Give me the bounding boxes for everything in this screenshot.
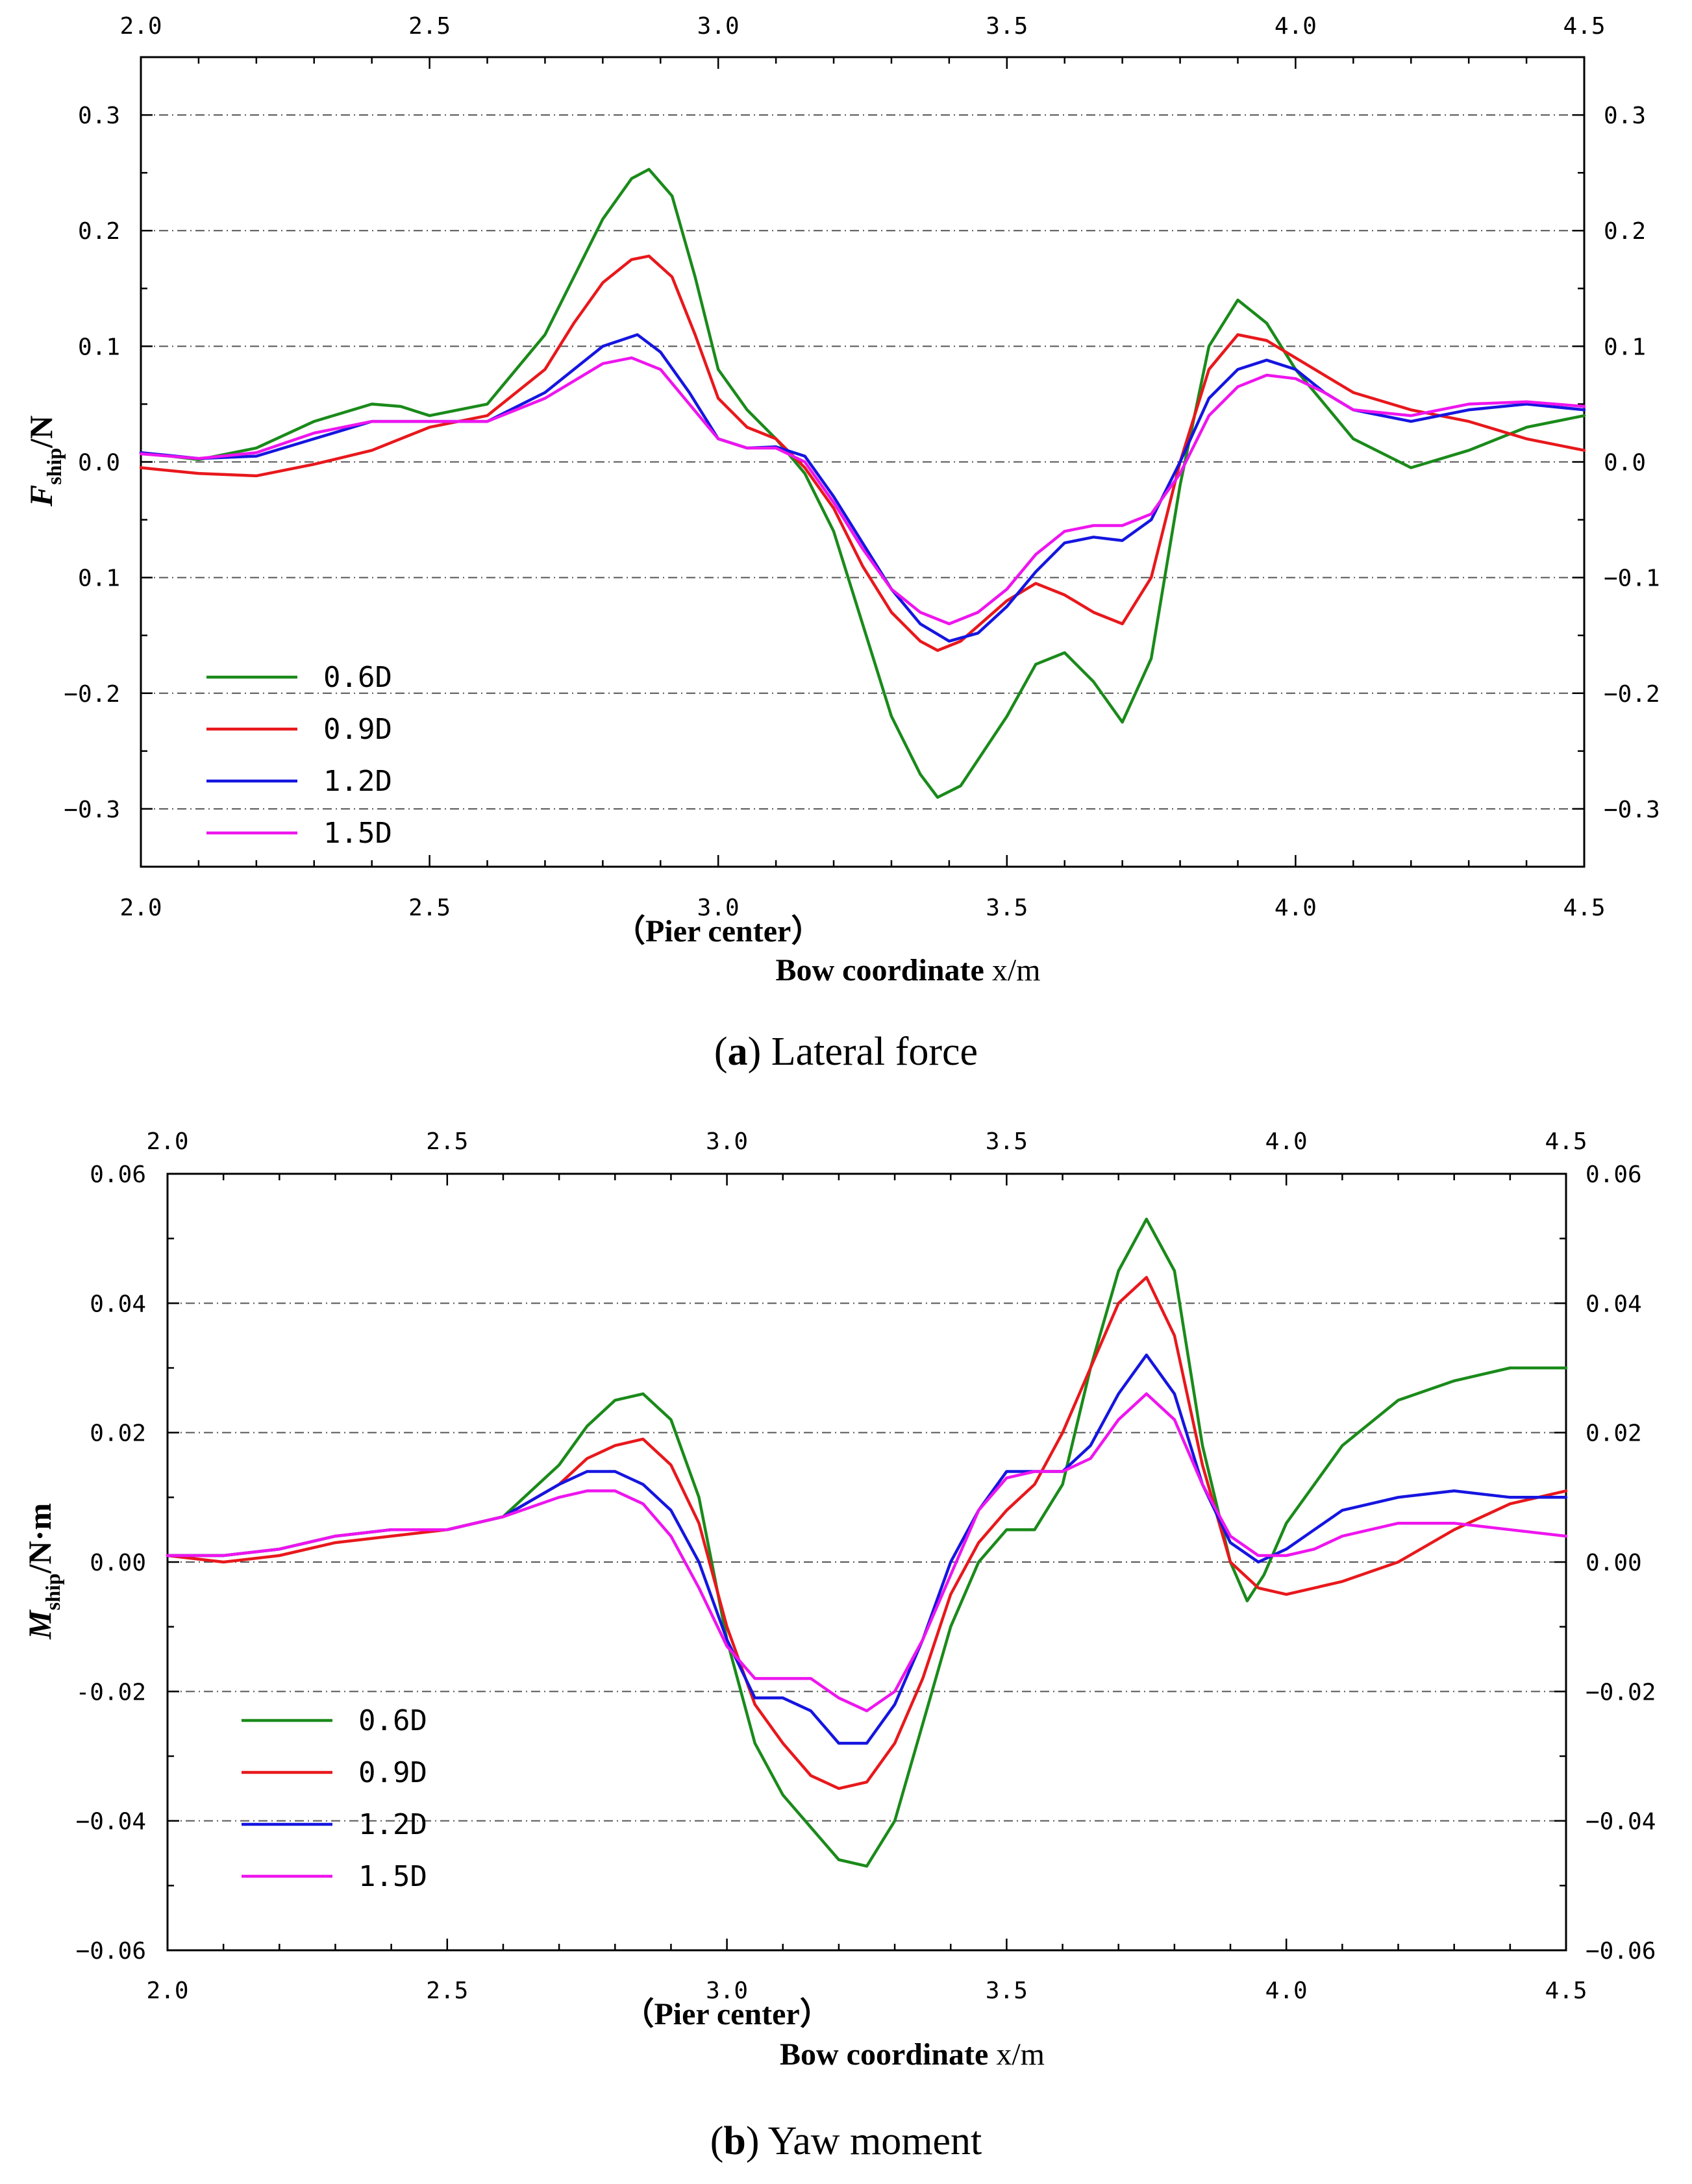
y-tick-label-left: −0.3 <box>64 797 120 823</box>
x-tick-label-top: 3.0 <box>697 13 740 40</box>
x-tick-label-bottom: 2.0 <box>146 1978 188 2004</box>
x-axis-label: Bow coordinate x/m <box>780 2037 1045 2072</box>
x-tick-label-bottom: 4.5 <box>1563 895 1605 921</box>
x-tick-label-top: 4.0 <box>1275 13 1317 40</box>
x-tick-label-bottom: 4.0 <box>1275 895 1317 921</box>
x-tick-label-bottom: 3.5 <box>986 895 1028 921</box>
y-tick-label-left: 0.1 <box>78 334 120 360</box>
y-tick-label-left: 0.04 <box>90 1291 146 1317</box>
y-tick-label-right: −0.1 <box>1604 565 1660 592</box>
pier-center-label: （Pier center） <box>623 1997 830 2031</box>
x-tick-label-top: 2.0 <box>119 13 162 40</box>
y-tick-label-right: 0.2 <box>1604 218 1646 245</box>
legend-label: 0.6D <box>323 661 392 694</box>
legend-label: 0.9D <box>323 713 392 746</box>
x-tick-label-top: 2.5 <box>426 1128 468 1155</box>
x-tick-label-bottom: 4.0 <box>1265 1978 1308 2004</box>
y-tick-label-right: 0.02 <box>1586 1421 1642 1447</box>
series-line-1.5D <box>139 356 1586 626</box>
y-tick-label-right: −0.3 <box>1604 797 1660 823</box>
x-tick-label-bottom: 2.5 <box>426 1978 468 2004</box>
x-tick-label-top: 4.0 <box>1265 1128 1308 1155</box>
y-tick-label-left: 0.00 <box>90 1550 146 1576</box>
y-tick-label-left: 0.3 <box>78 103 120 129</box>
y-tick-label-left: 0.1 <box>78 565 120 592</box>
y-tick-label-left: 0.02 <box>90 1421 146 1447</box>
x-tick-label-bottom: 2.5 <box>408 895 451 921</box>
x-tick-label-top: 2.5 <box>408 13 451 40</box>
x-tick-label-bottom: 3.0 <box>706 1978 748 2004</box>
x-tick-label-bottom: 3.0 <box>697 895 740 921</box>
series-line-1.5D <box>166 1392 1568 1713</box>
y-tick-label-right: 0.0 <box>1604 450 1646 477</box>
x-tick-label-bottom: 3.5 <box>986 1978 1028 2004</box>
x-tick-label-top: 3.5 <box>986 1128 1028 1155</box>
y-tick-label-left: -0.02 <box>76 1679 146 1706</box>
series-line-0.6D <box>166 1217 1568 1868</box>
y-tick-label-right: −0.02 <box>1586 1679 1656 1706</box>
x-tick-label-bottom: 4.5 <box>1545 1978 1587 2004</box>
y-tick-label-left: −0.2 <box>64 681 120 708</box>
y-tick-label-right: −0.04 <box>1586 1809 1656 1835</box>
y-tick-label-right: 0.04 <box>1586 1291 1642 1317</box>
chart-panel-a: 2.0 2.0 2.5 2.5 3.0 3.0 3.5 3.5 4.0 4.0 4.5 4.5 0.3 0… <box>23 13 1660 1074</box>
y-axis-label: Fship/N <box>23 416 66 507</box>
y-tick-label-right: −0.06 <box>1586 1938 1656 1965</box>
y-tick-label-left: 0.0 <box>78 450 120 477</box>
series-line-1.2D <box>139 333 1586 643</box>
legend-label: 1.2D <box>323 765 392 798</box>
pier-center-label: （Pier center） <box>614 914 822 949</box>
y-tick-label-right: 0.1 <box>1604 334 1646 360</box>
x-tick-label-top: 3.0 <box>706 1128 748 1155</box>
y-tick-label-right: 0.06 <box>1586 1161 1642 1188</box>
x-tick-label-bottom: 2.0 <box>119 895 162 921</box>
series-line-0.6D <box>139 168 1586 799</box>
chart-panel-b: 2.0 2.0 2.5 2.5 3.0 3.0 3.5 3.5 4.0 4.0 4.5 4.5 0.06… <box>21 1128 1656 2163</box>
y-tick-label-right: 0.00 <box>1586 1550 1642 1576</box>
panel-caption: (b) Yaw moment <box>710 2119 982 2163</box>
legend-label: 0.6D <box>358 1704 427 1737</box>
y-tick-label-left: −0.06 <box>76 1938 146 1965</box>
legend-label: 1.2D <box>358 1808 427 1841</box>
y-tick-label-right: 0.3 <box>1604 103 1646 129</box>
series-line-1.2D <box>166 1353 1568 1745</box>
x-tick-label-top: 4.5 <box>1563 13 1605 40</box>
x-tick-label-top: 3.5 <box>986 13 1028 40</box>
legend-label: 0.9D <box>358 1756 427 1789</box>
y-tick-label-right: −0.2 <box>1604 681 1660 708</box>
legend-label: 1.5D <box>323 817 392 850</box>
x-tick-label-top: 4.5 <box>1545 1128 1587 1155</box>
panel-caption: (a) Lateral force <box>714 1030 978 1074</box>
y-tick-label-left: 0.06 <box>90 1161 146 1188</box>
x-tick-label-top: 2.0 <box>146 1128 188 1155</box>
y-tick-label-left: −0.04 <box>76 1809 146 1835</box>
x-axis-label: Bow coordinate x/m <box>776 953 1041 987</box>
legend-label: 1.5D <box>358 1860 427 1893</box>
y-tick-label-left: 0.2 <box>78 218 120 245</box>
series-line-0.9D <box>139 254 1586 652</box>
y-axis-label: Mship/N·m <box>21 1503 64 1640</box>
